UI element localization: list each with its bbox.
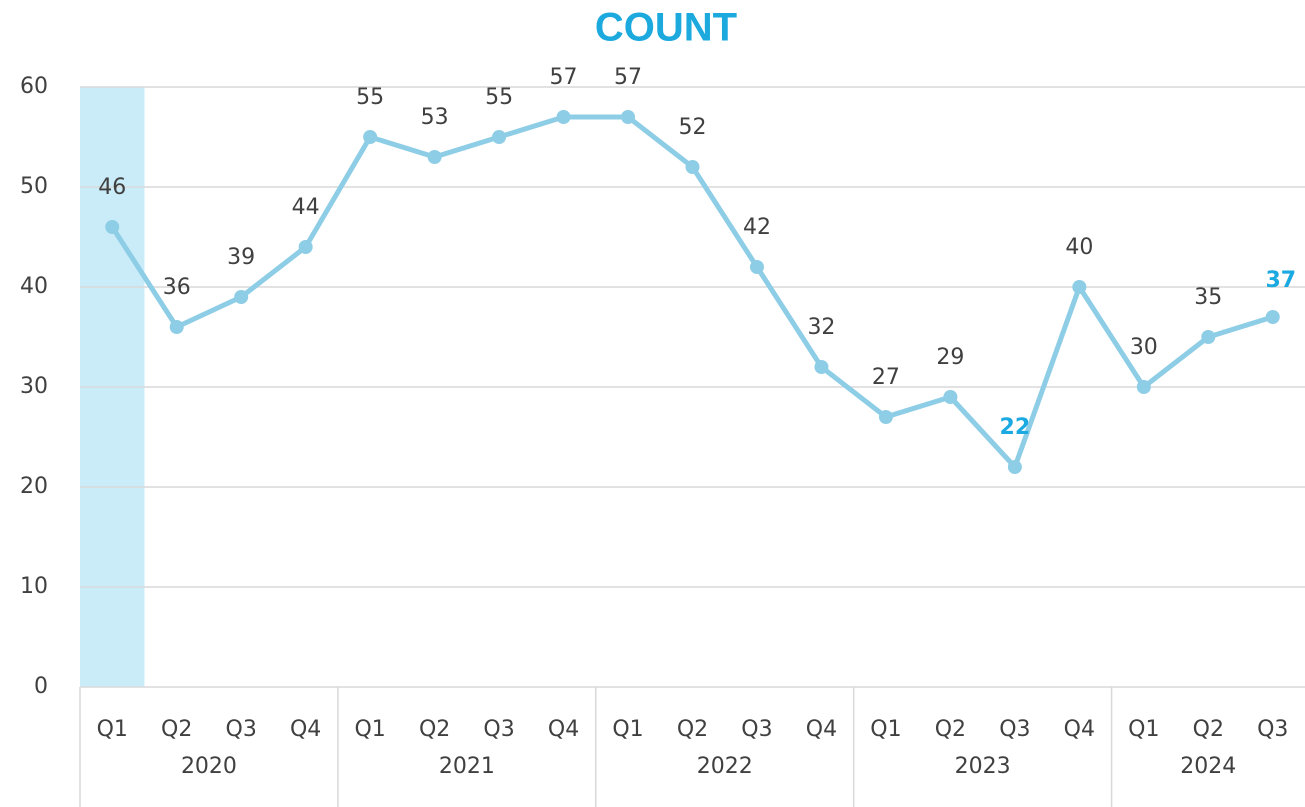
point	[1007, 460, 1022, 474]
x-tick-label: Q3	[1257, 717, 1288, 742]
x-tick-label: Q4	[806, 717, 837, 742]
data-label: 29	[936, 345, 964, 370]
group-label: 2020	[181, 754, 237, 779]
x-tick-label: Q3	[999, 717, 1030, 742]
point	[492, 130, 507, 144]
data-label: 39	[227, 245, 255, 270]
data-label: 46	[98, 175, 126, 200]
point	[1265, 310, 1280, 324]
y-tick-label: 10	[20, 574, 48, 599]
x-tick-label: Q2	[677, 717, 708, 742]
x-tick-label: Q2	[419, 717, 450, 742]
x-tick-label: Q1	[612, 717, 643, 742]
x-tick-label: Q1	[354, 717, 385, 742]
x-tick-label: Q4	[548, 717, 579, 742]
point	[105, 220, 120, 234]
data-label: 37	[1265, 268, 1296, 293]
data-label: 30	[1130, 335, 1158, 360]
point	[621, 110, 636, 124]
point	[685, 160, 700, 174]
x-tick-label: Q3	[483, 717, 514, 742]
x-tick-label: Q4	[1064, 717, 1095, 742]
point	[943, 390, 958, 404]
x-tick-label: Q3	[741, 717, 772, 742]
data-label: 36	[163, 275, 191, 300]
point	[1136, 380, 1151, 394]
x-tick-label: Q2	[935, 717, 966, 742]
point	[878, 410, 893, 424]
group-label: 2021	[439, 754, 495, 779]
data-label: 40	[1065, 235, 1093, 260]
point	[169, 320, 184, 334]
y-tick-label: 60	[20, 74, 48, 99]
point	[556, 110, 571, 124]
x-tick-label: Q4	[290, 717, 321, 742]
data-label: 52	[679, 115, 707, 140]
point	[814, 360, 829, 374]
chart-title: COUNT	[595, 6, 737, 50]
y-tick-label: 30	[20, 374, 48, 399]
point	[1072, 280, 1087, 294]
point	[427, 150, 442, 164]
data-label: 22	[1000, 415, 1031, 440]
x-tick-label: Q2	[161, 717, 192, 742]
point	[298, 240, 313, 254]
data-label: 44	[292, 195, 320, 220]
group-label: 2024	[1180, 754, 1236, 779]
data-label: 57	[614, 65, 642, 90]
data-label: 32	[807, 315, 835, 340]
data-label: 27	[872, 365, 900, 390]
x-tick-label: Q1	[1128, 717, 1159, 742]
point	[363, 130, 378, 144]
data-label: 55	[485, 85, 513, 110]
y-tick-label: 0	[34, 674, 48, 699]
point	[234, 290, 249, 304]
x-tick-label: Q2	[1193, 717, 1224, 742]
y-tick-label: 40	[20, 274, 48, 299]
y-tick-label: 20	[20, 474, 48, 499]
data-label: 42	[743, 215, 771, 240]
group-label: 2022	[697, 754, 753, 779]
group-label: 2023	[955, 754, 1011, 779]
y-tick-label: 50	[20, 174, 48, 199]
x-tick-label: Q1	[97, 717, 128, 742]
data-label: 55	[356, 85, 384, 110]
point	[1201, 330, 1216, 344]
data-label: 35	[1194, 285, 1222, 310]
x-tick-label: Q3	[226, 717, 257, 742]
data-label: 53	[421, 105, 449, 130]
point	[749, 260, 764, 274]
x-tick-label: Q1	[870, 717, 901, 742]
data-label: 57	[550, 65, 578, 90]
